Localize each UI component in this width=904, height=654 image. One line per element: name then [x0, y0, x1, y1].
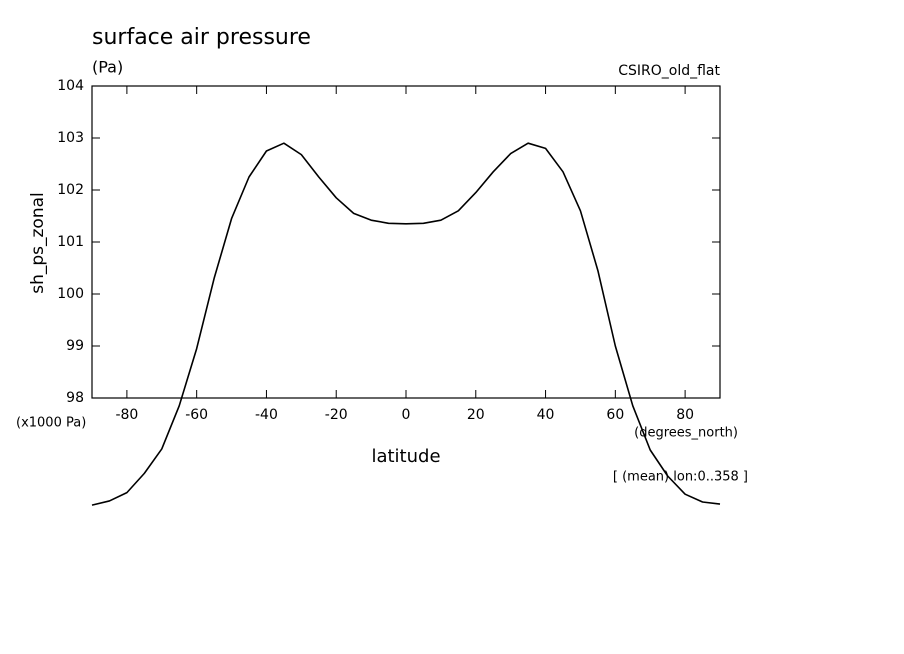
y-tick-label: 102 — [57, 182, 84, 198]
chart-title: surface air pressure — [92, 25, 311, 50]
x-axis-label: latitude — [371, 446, 440, 467]
x-tick-label: 0 — [402, 407, 411, 423]
x-tick-label: 60 — [606, 407, 624, 423]
x-tick-label: -80 — [115, 407, 138, 423]
chart-subtitle: (Pa) — [92, 58, 123, 77]
y-unit-label: (x1000 Pa) — [16, 416, 86, 431]
plot-frame — [91, 85, 721, 399]
x-unit-label: (degrees_north) — [634, 426, 738, 441]
y-tick-label: 99 — [66, 338, 84, 354]
x-tick-label: -20 — [325, 407, 348, 423]
y-axis-label: sh_ps_zonal — [28, 192, 48, 294]
source-label: CSIRO_old_flat — [618, 63, 720, 79]
x-tick-label: 20 — [467, 407, 485, 423]
note: [ (mean) lon:0..358 ] — [613, 470, 748, 485]
y-tick-label: 101 — [57, 234, 84, 250]
y-tick-label: 104 — [57, 78, 84, 94]
x-tick-label: -40 — [255, 407, 278, 423]
data-line — [91, 142, 721, 506]
x-tick-label: 80 — [676, 407, 694, 423]
y-tick-label: 103 — [57, 130, 84, 146]
x-tick-label: 40 — [537, 407, 555, 423]
y-tick-label: 100 — [57, 286, 84, 302]
x-tick-label: -60 — [185, 407, 208, 423]
y-tick-label: 98 — [66, 390, 84, 406]
